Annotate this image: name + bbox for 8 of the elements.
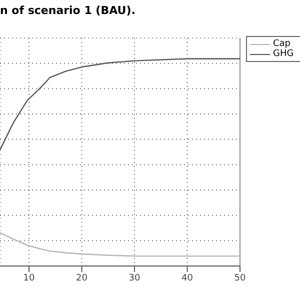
x-tick-label: 50 [234, 273, 246, 284]
x-tick-label: 10 [23, 273, 36, 284]
legend-label: GHG [273, 49, 294, 59]
x-tick-label: 40 [182, 273, 194, 284]
x-tick-label: 20 [76, 273, 88, 284]
x-tick-label: 30 [128, 273, 141, 284]
legend-label: Cap [273, 39, 291, 49]
chart-title: n of scenario 1 (BAU). [0, 4, 136, 17]
